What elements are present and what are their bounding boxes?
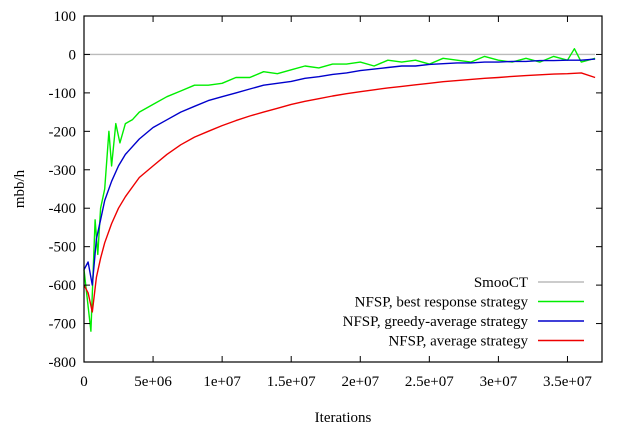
y-tick-label: -100 — [49, 86, 77, 102]
x-tick-label: 2.5e+07 — [405, 374, 454, 390]
x-tick-label: 2e+07 — [341, 374, 379, 390]
series-layer — [83, 48, 596, 332]
legend-label-0: SmooCT — [474, 275, 528, 291]
y-tick-label: -400 — [49, 201, 77, 217]
x-tick-label: 3.5e+07 — [543, 374, 592, 390]
x-axis-label: Iterations — [315, 410, 372, 426]
x-tick-label: 3e+07 — [480, 374, 518, 390]
y-axis-label: mbb/h — [12, 169, 28, 208]
legend: SmooCT NFSP, best response strategy NFSP, … — [343, 275, 584, 350]
y-tick-label: -500 — [49, 240, 77, 256]
x-tick-label: 5e+06 — [134, 374, 172, 390]
y-tick-label: -700 — [49, 317, 77, 333]
y-tick-label: 100 — [54, 9, 77, 25]
y-tick-label: -800 — [49, 355, 77, 371]
y-tick-label: -600 — [49, 278, 77, 294]
tick-layer: 0 5e+06 1e+07 1.5e+07 2e+07 2.5e+07 3e+07 3.5e+… — [49, 9, 602, 390]
x-tick-label: 0 — [80, 374, 88, 390]
series-line-2 — [83, 58, 596, 286]
legend-label-1: NFSP, best response strategy — [355, 295, 529, 311]
x-tick-label: 1e+07 — [203, 374, 241, 390]
y-tick-label: 0 — [69, 47, 77, 63]
legend-label-2: NFSP, greedy-average strategy — [343, 314, 529, 330]
series-line-3 — [83, 72, 596, 313]
legend-label-3: NFSP, average strategy — [388, 334, 528, 350]
y-tick-label: -300 — [49, 163, 77, 179]
x-tick-label: 1.5e+07 — [267, 374, 316, 390]
plot-frame — [83, 15, 603, 363]
y-tick-label: -200 — [49, 124, 77, 140]
